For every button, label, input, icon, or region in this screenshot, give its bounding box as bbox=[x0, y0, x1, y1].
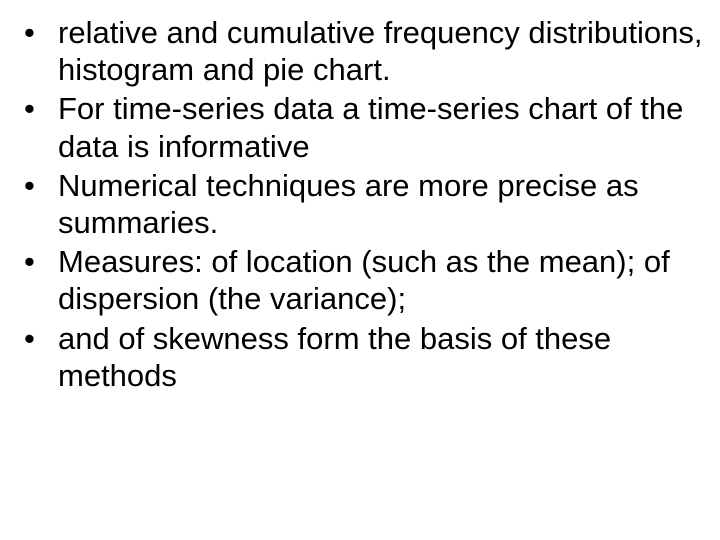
list-item: relative and cumulative frequency distri… bbox=[10, 14, 710, 88]
bullet-list: relative and cumulative frequency distri… bbox=[10, 14, 710, 394]
bullet-text: relative and cumulative frequency distri… bbox=[58, 15, 702, 87]
list-item: Numerical techniques are more precise as… bbox=[10, 167, 710, 241]
list-item: and of skewness form the basis of these … bbox=[10, 320, 710, 394]
bullet-text: and of skewness form the basis of these … bbox=[58, 321, 611, 393]
slide: relative and cumulative frequency distri… bbox=[0, 0, 720, 540]
bullet-text: For time-series data a time-series chart… bbox=[58, 91, 683, 163]
list-item: Measures: of location (such as the mean)… bbox=[10, 243, 710, 317]
bullet-text: Numerical techniques are more precise as… bbox=[58, 168, 639, 240]
list-item: For time-series data a time-series chart… bbox=[10, 90, 710, 164]
bullet-text: Measures: of location (such as the mean)… bbox=[58, 244, 670, 316]
